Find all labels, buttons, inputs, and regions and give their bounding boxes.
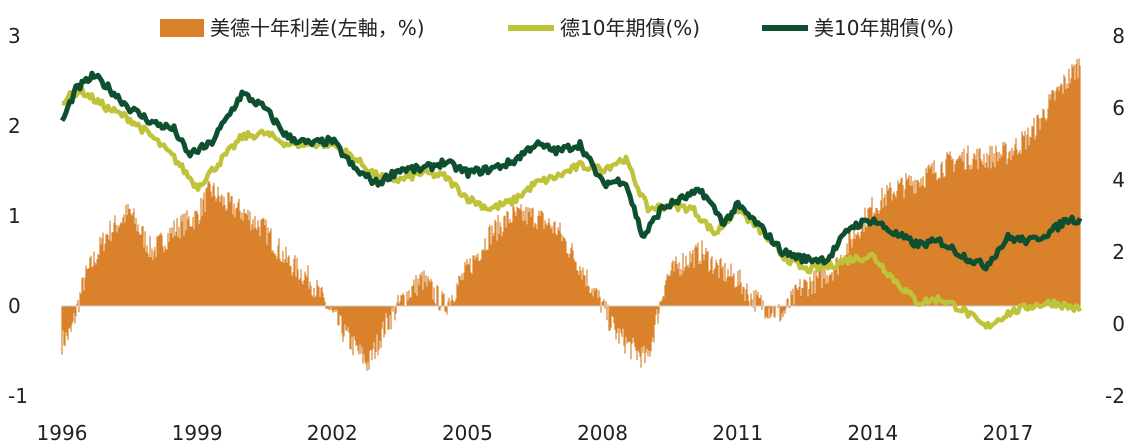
- right-tick-label: 2: [1112, 240, 1125, 264]
- left-tick-label: 0: [8, 294, 21, 318]
- legend-item-us10y: 美10年期債(%): [762, 16, 954, 40]
- left-tick-label: 3: [8, 24, 21, 48]
- legend-label-de10y: 德10年期債(%): [560, 16, 700, 40]
- x-axis-ticks: 1996 1999 2002 2005 2008 2011 2014 2017: [37, 421, 1034, 445]
- x-tick-label: 1996: [37, 421, 88, 445]
- legend-item-spread: 美德十年利差(左軸，%): [160, 16, 425, 40]
- left-axis-ticks: -1 0 1 2 3: [8, 24, 28, 408]
- legend-label-spread: 美德十年利差(左軸，%): [210, 16, 425, 40]
- legend-label-us10y: 美10年期債(%): [814, 16, 954, 40]
- x-tick-label: 2017: [982, 421, 1033, 445]
- legend-item-de10y: 德10年期債(%): [508, 16, 700, 40]
- x-tick-label: 1999: [172, 421, 223, 445]
- right-tick-label: 8: [1112, 24, 1125, 48]
- us10y-line: [59, 70, 1083, 272]
- x-tick-label: 2014: [847, 421, 898, 445]
- right-axis-ticks: -2 0 2 4 6 8: [1105, 24, 1125, 408]
- left-tick-label: 2: [8, 114, 21, 138]
- de10y-line: [61, 85, 1083, 330]
- left-tick-label: -1: [8, 384, 28, 408]
- spread-area: [61, 58, 1081, 371]
- right-tick-label: 0: [1112, 312, 1125, 336]
- right-tick-label: 6: [1112, 96, 1125, 120]
- right-tick-label: 4: [1112, 168, 1125, 192]
- left-tick-label: 1: [8, 204, 21, 228]
- legend-swatch-spread: [160, 19, 204, 37]
- spread-area-layer: [61, 58, 1081, 371]
- right-tick-label: -2: [1105, 384, 1125, 408]
- x-tick-label: 2008: [577, 421, 628, 445]
- x-tick-label: 2005: [442, 421, 493, 445]
- x-tick-label: 2002: [307, 421, 358, 445]
- x-tick-label: 2011: [712, 421, 763, 445]
- yield-lines-layer: [59, 70, 1083, 330]
- legend: 美德十年利差(左軸，%) 德10年期債(%) 美10年期債(%): [160, 16, 954, 40]
